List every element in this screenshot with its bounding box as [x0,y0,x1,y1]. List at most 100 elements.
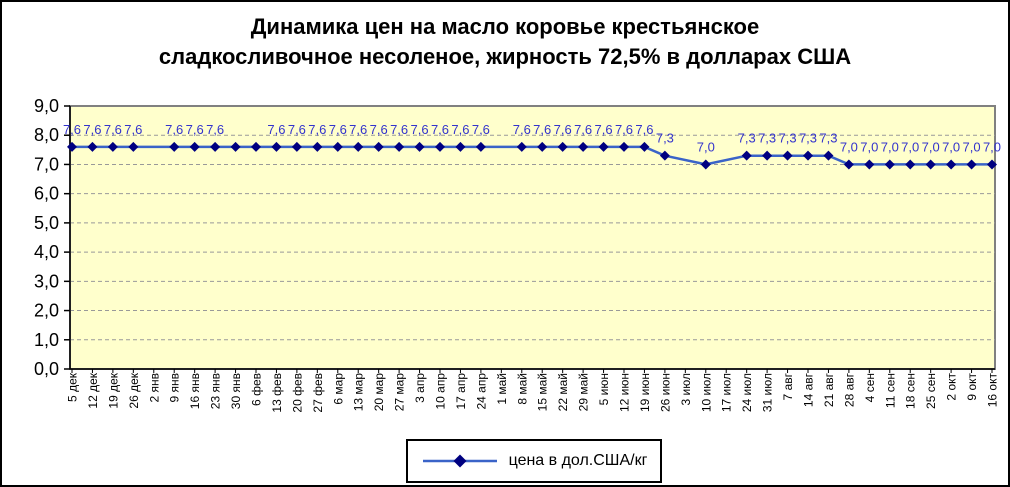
x-tick-label: 8 май [515,373,529,405]
legend-line-marker-icon [422,454,497,468]
data-point-marker[interactable] [251,141,261,152]
data-point-label: 7,6 [329,122,347,137]
data-point-label: 7,0 [840,139,858,154]
data-point-marker[interactable] [782,150,793,161]
data-point-marker[interactable] [271,141,282,152]
data-point-marker[interactable] [884,159,895,170]
data-point-marker[interactable] [128,141,139,152]
data-point-label: 7,0 [860,139,878,154]
data-point-marker[interactable] [516,141,527,152]
data-point-label: 7,0 [922,139,940,154]
y-tick-label: 1,0 [34,330,59,350]
x-tick-label: 11 сен [883,373,897,408]
x-tick-label: 30 янв [229,373,243,409]
data-point-marker[interactable] [578,141,589,152]
y-tick-label: 8,0 [34,125,59,145]
y-tick-label: 3,0 [34,271,59,291]
data-point-label: 7,6 [431,122,449,137]
x-tick-label: 12 июн [618,373,632,412]
data-point-label: 7,6 [267,122,285,137]
data-point-marker[interactable] [312,141,323,152]
data-point-marker[interactable] [435,141,445,152]
data-point-marker[interactable] [373,141,384,152]
x-tick-label: 29 май [577,373,591,411]
data-point-marker[interactable] [394,141,405,152]
data-point-marker[interactable] [987,159,997,170]
data-point-label: 7,6 [288,122,306,137]
x-tick-label: 10 апр [434,373,448,410]
data-point-label: 7,6 [308,122,326,137]
data-point-label: 7,6 [186,122,204,137]
x-tick-label: 17 июл [720,373,734,412]
data-point-marker[interactable] [189,141,200,152]
y-tick-label: 4,0 [34,242,59,262]
x-tick-label: 21 авг [822,372,836,407]
data-point-marker[interactable] [332,141,343,152]
data-point-label: 7,6 [554,122,572,137]
data-point-marker[interactable] [353,141,364,152]
data-point-label: 7,3 [819,131,837,146]
data-point-marker[interactable] [741,150,752,161]
data-point-marker[interactable] [87,141,98,152]
x-tick-label: 19 июн [638,373,652,412]
data-point-marker[interactable] [210,141,221,152]
data-point-marker[interactable] [966,159,977,170]
legend-label: цена в дол.США/кг [508,452,648,469]
x-tick-label: 2 янв [147,373,161,403]
data-point-marker[interactable] [946,159,957,170]
data-point-label: 7,3 [758,131,776,146]
data-point-label: 7,6 [206,122,224,137]
data-point-marker[interactable] [414,141,425,152]
data-point-marker[interactable] [557,141,568,152]
data-point-marker[interactable] [455,141,466,152]
data-point-label: 7,6 [83,122,101,137]
data-point-marker[interactable] [803,150,813,161]
data-point-marker[interactable] [700,159,711,170]
data-point-marker[interactable] [659,150,670,161]
data-point-label: 7,6 [513,122,531,137]
data-point-marker[interactable] [619,141,629,152]
data-point-label: 7,0 [881,139,899,154]
data-point-marker[interactable] [537,141,548,152]
plot-background[interactable] [69,105,996,370]
data-point-label: 7,6 [574,122,592,137]
data-point-marker[interactable] [762,150,773,161]
x-tick-label: 13 фев [270,373,284,413]
data-point-label: 7,6 [635,122,653,137]
data-point-marker[interactable] [925,159,936,170]
data-point-marker[interactable] [107,141,118,152]
x-tick-label: 5 дек [66,372,80,402]
x-tick-label: 10 июл [699,373,713,412]
data-point-marker[interactable] [169,141,180,152]
data-point-label: 7,6 [370,122,388,137]
data-point-label: 7,6 [104,122,122,137]
data-point-marker[interactable] [823,150,834,161]
data-point-marker[interactable] [67,141,77,152]
data-point-marker[interactable] [475,141,486,152]
data-point-marker[interactable] [639,141,650,152]
data-point-marker[interactable] [291,141,302,152]
data-point-label: 7,6 [451,122,469,137]
data-point-marker[interactable] [905,159,916,170]
x-tick-label: 13 мар [352,373,366,412]
legend-box[interactable]: цена в дол.США/кг [406,439,662,483]
data-point-label: 7,6 [615,122,633,137]
x-tick-label: 5 июн [597,373,611,405]
data-point-marker[interactable] [230,141,241,152]
data-point-label: 7,3 [779,131,797,146]
data-point-label: 7,6 [595,122,613,137]
data-point-label: 7,0 [901,139,919,154]
data-point-marker[interactable] [843,159,854,170]
data-point-marker[interactable] [598,141,609,152]
x-tick-label: 12 дек [86,372,100,408]
x-tick-label: 3 апр [413,373,427,403]
data-point-marker[interactable] [864,159,875,170]
data-point-label: 7,6 [349,122,367,137]
x-tick-label: 16 янв [188,373,202,409]
x-tick-label: 27 фев [311,373,325,413]
data-point-label: 7,0 [963,139,981,154]
x-tick-label: 25 сен [924,373,938,409]
x-tick-label: 17 апр [454,373,468,410]
